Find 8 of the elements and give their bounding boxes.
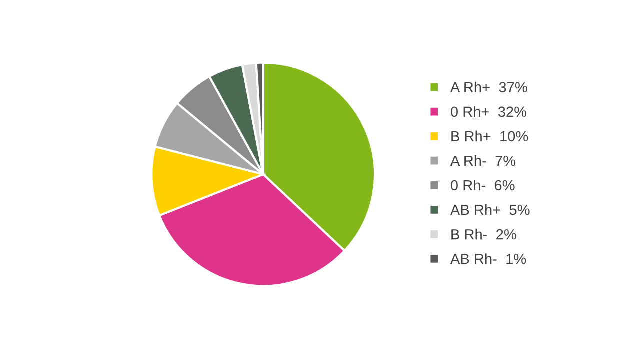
- legend-label: 0 Rh- 6%: [451, 180, 515, 191]
- legend-label: B Rh+ 10%: [452, 130, 528, 142]
- legend-label: A Rh+ 37%: [450, 82, 528, 93]
- legend-label: 0 Rh+ 32%: [451, 106, 527, 118]
- legend-label: AB Rh- 1%: [450, 254, 526, 264]
- legend-label: AB Rh+ 5%: [450, 204, 530, 216]
- legend-label: B Rh- 2%: [452, 229, 516, 240]
- legend-label: A Rh- 7%: [450, 155, 516, 166]
